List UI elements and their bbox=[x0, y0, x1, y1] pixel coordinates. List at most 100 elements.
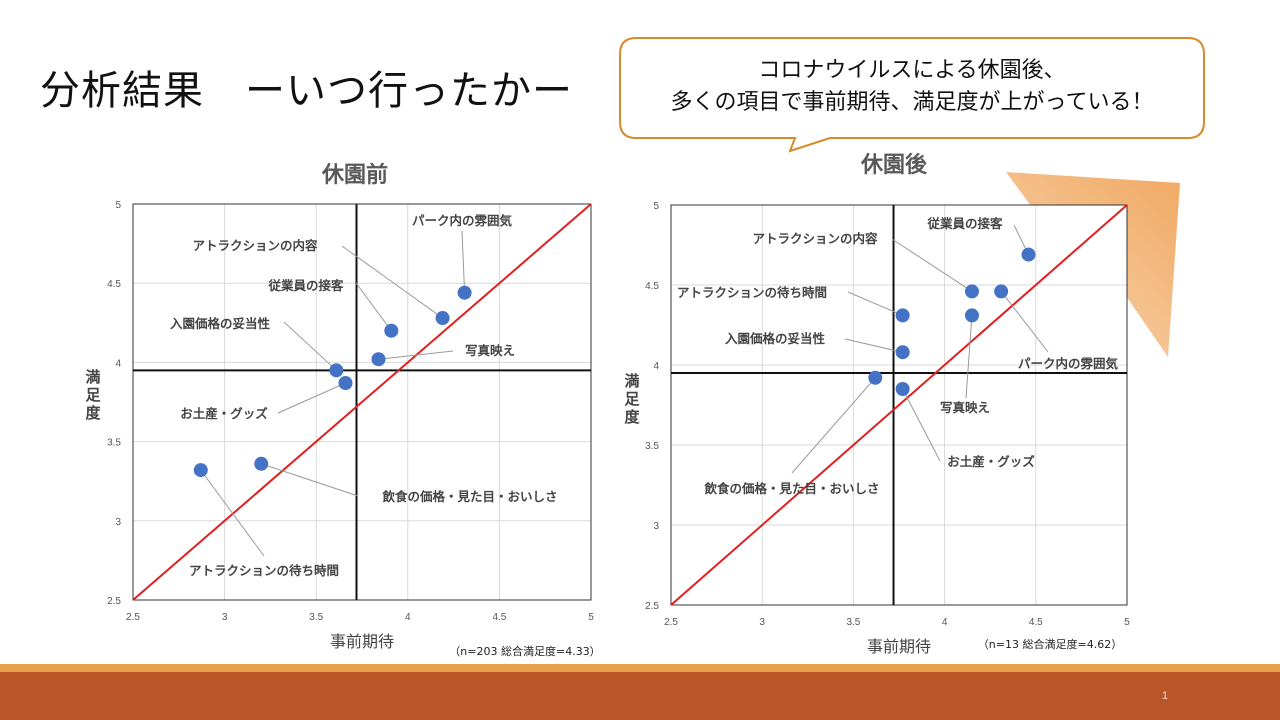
leader-line bbox=[965, 315, 973, 399]
data-point bbox=[964, 308, 979, 323]
leader-line bbox=[902, 388, 941, 462]
y-axis-label-char: 度 bbox=[624, 408, 640, 426]
data-point bbox=[371, 352, 386, 367]
x-tick-label: 5 bbox=[588, 612, 594, 623]
y-tick-label: 5 bbox=[115, 200, 121, 211]
footer-accent-line bbox=[0, 664, 1280, 672]
data-label: 入園価格の妥当性 bbox=[725, 331, 826, 346]
data-point bbox=[895, 382, 910, 396]
data-label: 入園価格の妥当性 bbox=[170, 316, 271, 331]
y-tick-label: 3 bbox=[115, 517, 121, 528]
x-tick-label: 4.5 bbox=[492, 612, 506, 623]
leader-line bbox=[891, 238, 973, 292]
y-tick-label: 5 bbox=[653, 201, 659, 212]
y-tick-label: 4.5 bbox=[107, 279, 121, 290]
data-label: パーク内の雰囲気 bbox=[1018, 356, 1119, 371]
x-tick-label: 4 bbox=[942, 617, 948, 628]
plot-frame bbox=[132, 203, 592, 601]
y-tick-label: 2.5 bbox=[107, 596, 121, 607]
leader-line bbox=[378, 350, 454, 360]
chart-after-closure: 2.5 3 3.5 4 4.5 5 2.5 3 3.5 4 4.5 5 従業員の接客アトラクションの内容… bbox=[624, 152, 1130, 656]
callout-shape bbox=[619, 37, 1205, 153]
leader-line bbox=[461, 230, 466, 293]
data-label: アトラクションの待ち時間 bbox=[189, 563, 339, 578]
data-label: アトラクションの内容 bbox=[192, 238, 318, 253]
footer-band bbox=[0, 672, 1280, 720]
plot-frame bbox=[670, 204, 1128, 606]
y-axis-label-char: 足 bbox=[85, 386, 101, 404]
y-tick-label: 4 bbox=[653, 361, 659, 372]
sample-note: （n=203 総合満足度=4.33） bbox=[449, 644, 600, 658]
data-point bbox=[964, 284, 979, 299]
leader-line bbox=[847, 291, 903, 316]
y-tick-label: 4.5 bbox=[645, 281, 659, 292]
data-point bbox=[895, 308, 910, 323]
data-point bbox=[1021, 247, 1036, 262]
x-tick-label: 3 bbox=[759, 617, 765, 628]
x-tick-label: 5 bbox=[1124, 617, 1130, 628]
leader-line bbox=[341, 245, 443, 319]
page-number: 1 bbox=[1161, 690, 1168, 702]
data-point bbox=[868, 370, 883, 385]
chart-title: 休園前 bbox=[321, 162, 388, 188]
callout-line2: 多くの項目で事前期待、満足度が上がっている！ bbox=[671, 90, 1154, 115]
x-tick-label: 4.5 bbox=[1029, 617, 1043, 628]
y-axis-label-char: 足 bbox=[624, 390, 640, 408]
data-point bbox=[435, 311, 450, 326]
data-label: 写真映え bbox=[465, 343, 515, 358]
slide-title: 分析結果 ーいつ行ったかー bbox=[40, 68, 573, 114]
data-label: 飲食の価格・見た目・おいしさ bbox=[381, 489, 557, 504]
x-tick-label: 2.5 bbox=[126, 612, 140, 623]
data-label: アトラクションの内容 bbox=[752, 231, 878, 246]
y-axis-label: 満足度 bbox=[624, 372, 640, 426]
data-point bbox=[254, 456, 269, 471]
leader-line bbox=[277, 382, 346, 414]
leader-line bbox=[1000, 291, 1049, 353]
data-point bbox=[895, 345, 910, 360]
callout-bubble: コロナウイルスによる休園後、 多くの項目で事前期待、満足度が上がっている！ bbox=[619, 37, 1205, 153]
x-tick-label: 4 bbox=[405, 612, 411, 623]
y-tick-label: 2.5 bbox=[645, 601, 659, 612]
y-axis-label: 満足度 bbox=[85, 368, 101, 422]
data-point bbox=[338, 375, 353, 390]
y-axis-label-char: 満 bbox=[624, 372, 639, 390]
data-label: 従業員の接客 bbox=[267, 278, 344, 293]
data-label: アトラクションの待ち時間 bbox=[677, 285, 827, 300]
y-tick-label: 4 bbox=[115, 358, 121, 369]
data-label: パーク内の雰囲気 bbox=[412, 213, 513, 228]
chart-title: 休園後 bbox=[860, 152, 928, 178]
data-label: 写真映え bbox=[940, 400, 990, 415]
y-tick-label: 3 bbox=[653, 521, 659, 532]
data-label: お土産・グッズ bbox=[180, 406, 268, 421]
callout-line1: コロナウイルスによる休園後、 bbox=[758, 58, 1065, 83]
diagonal-line bbox=[670, 204, 1128, 606]
y-axis-label-char: 満 bbox=[85, 368, 100, 386]
y-tick-label: 3.5 bbox=[645, 441, 659, 452]
x-axis-label: 事前期待 bbox=[330, 632, 394, 651]
data-label: 飲食の価格・見た目・おいしさ bbox=[703, 481, 879, 496]
data-point bbox=[329, 363, 344, 378]
leader-line bbox=[844, 338, 903, 353]
data-label: 従業員の接客 bbox=[926, 216, 1003, 231]
x-axis-label: 事前期待 bbox=[867, 637, 931, 656]
leader-line bbox=[283, 321, 337, 371]
x-tick-label: 3.5 bbox=[309, 612, 323, 623]
data-point bbox=[193, 463, 208, 478]
data-point bbox=[457, 285, 472, 300]
sample-note: （n=13 総合満足度=4.62） bbox=[978, 637, 1122, 651]
leader-line bbox=[355, 282, 392, 332]
diagonal-line bbox=[132, 203, 592, 601]
x-tick-label: 3.5 bbox=[846, 617, 860, 628]
data-label: お土産・グッズ bbox=[947, 454, 1035, 469]
y-axis-label-char: 度 bbox=[85, 404, 101, 422]
chart-before-closure: 2.5 3 3.5 4 4.5 5 2.5 3 3.5 4 4.5 5 パーク内の雰囲気アトラクションの… bbox=[85, 162, 600, 658]
x-tick-label: 2.5 bbox=[664, 617, 678, 628]
charts-canvas: コロナウイルスによる休園後、 多くの項目で事前期待、満足度が上がっている！ 2.… bbox=[85, 37, 1205, 658]
leader-line bbox=[261, 463, 359, 497]
data-point bbox=[994, 284, 1009, 299]
x-tick-label: 3 bbox=[222, 612, 228, 623]
leader-line bbox=[200, 469, 265, 557]
leader-line bbox=[791, 377, 876, 474]
data-point bbox=[384, 323, 399, 338]
y-tick-label: 3.5 bbox=[107, 438, 121, 449]
